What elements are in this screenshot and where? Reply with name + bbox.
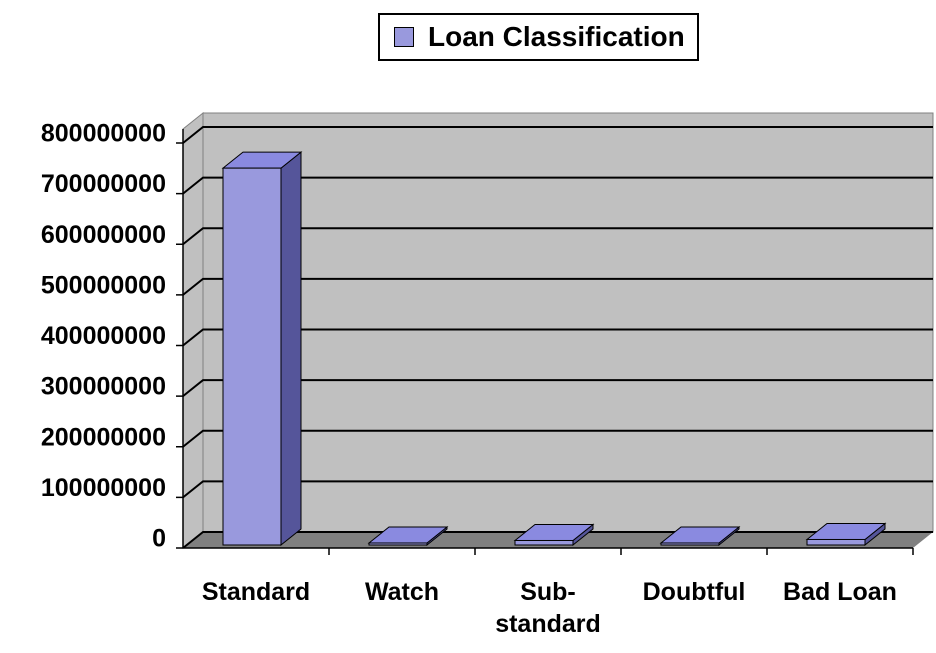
- bar: [806, 538, 866, 546]
- y-tick-label: 500000000: [41, 271, 166, 299]
- y-tick-label: 300000000: [41, 373, 166, 401]
- x-tick-label: Doubtful: [642, 578, 746, 606]
- y-tick-label: 700000000: [41, 170, 166, 198]
- legend-label: Loan Classification: [428, 21, 685, 52]
- grid-line: [182, 277, 933, 296]
- y-tick-label: 800000000: [41, 120, 166, 148]
- y-tick-label: 0: [152, 525, 166, 553]
- x-tick-label: Standard: [201, 578, 311, 606]
- bar: [514, 539, 574, 546]
- y-tick-label: 600000000: [41, 221, 166, 249]
- legend-swatch: [394, 27, 414, 47]
- grid-line: [182, 176, 933, 195]
- y-tick-label: 200000000: [41, 423, 166, 451]
- y-tick-label: 100000000: [41, 474, 166, 502]
- legend: Loan Classification: [378, 13, 699, 61]
- grid-line: [182, 480, 933, 499]
- grid-line: [182, 379, 933, 397]
- bar: [222, 167, 282, 546]
- x-tick-label: Bad Loan: [783, 578, 897, 606]
- grid-line: [182, 328, 933, 347]
- bar-side: [280, 151, 302, 547]
- grid-line: [182, 429, 933, 448]
- bar: [368, 542, 428, 546]
- x-tick-label: Sub-standard: [495, 578, 601, 638]
- x-tick-label: Watch: [364, 578, 440, 606]
- y-tick-label: 400000000: [41, 322, 166, 350]
- grid-line: [182, 126, 933, 144]
- back-wall: [202, 112, 934, 533]
- grid-line: [182, 227, 933, 246]
- bar: [660, 542, 720, 546]
